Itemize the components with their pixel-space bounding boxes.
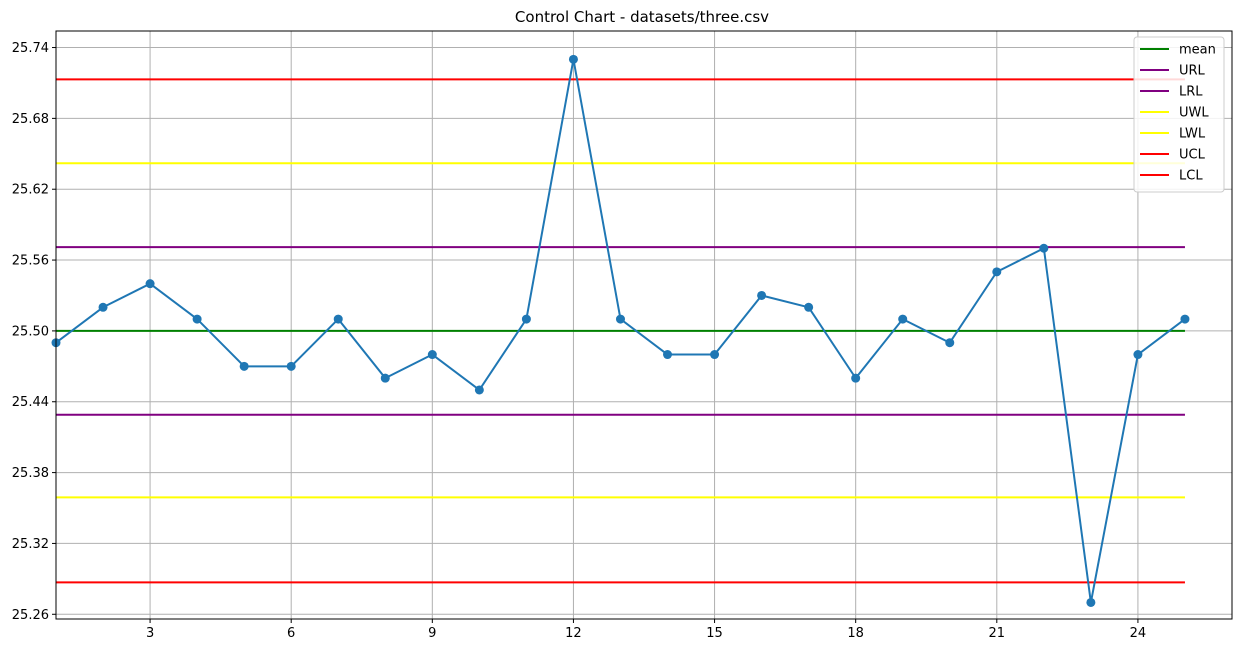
data-point	[898, 314, 908, 324]
y-tick-label: 25.74	[12, 41, 49, 56]
y-tick-label: 25.26	[12, 608, 49, 623]
legend-label-lwl: LWL	[1179, 127, 1206, 142]
data-series	[51, 54, 1190, 607]
data-point	[1039, 243, 1049, 253]
x-tick-label: 24	[1130, 626, 1147, 641]
x-tick-label: 21	[989, 626, 1006, 641]
reference-lines	[56, 78, 1185, 584]
data-point	[757, 290, 767, 300]
data-point	[851, 373, 861, 383]
data-point	[945, 338, 955, 348]
legend-label-url: URL	[1179, 64, 1206, 79]
y-tick-label: 25.62	[12, 183, 49, 198]
chart-title: Control Chart - datasets/three.csv	[515, 8, 769, 26]
data-point	[98, 302, 108, 312]
x-axis-ticks: 3 6 9 12 15 18 21 24	[146, 619, 1146, 641]
data-point	[992, 267, 1002, 277]
data-point	[333, 314, 343, 324]
y-tick-label: 25.68	[12, 112, 49, 127]
data-point	[145, 279, 155, 289]
data-point	[192, 314, 202, 324]
legend-label-mean: mean	[1179, 43, 1216, 58]
legend-label-ucl: UCL	[1179, 148, 1206, 163]
legend: mean URL LRL UWL LWL UCL LCL	[1133, 36, 1225, 193]
x-tick-label: 3	[146, 626, 154, 641]
data-point	[521, 314, 531, 324]
grid	[56, 31, 1232, 619]
data-point	[663, 350, 673, 360]
legend-label-lcl: LCL	[1179, 169, 1203, 184]
y-tick-label: 25.56	[12, 254, 49, 269]
data-point	[710, 350, 720, 360]
x-tick-label: 6	[287, 626, 295, 641]
data-point	[380, 373, 390, 383]
data-point	[615, 314, 625, 324]
data-point	[239, 361, 249, 371]
y-tick-label: 25.38	[12, 466, 49, 481]
x-tick-label: 9	[428, 626, 436, 641]
data-point	[1133, 350, 1143, 360]
x-tick-label: 15	[706, 626, 723, 641]
plot-area-frame	[55, 30, 1233, 620]
data-point	[1086, 597, 1096, 607]
y-tick-label: 25.44	[12, 395, 49, 410]
y-tick-label: 25.32	[12, 537, 49, 552]
data-point	[286, 361, 296, 371]
legend-label-lrl: LRL	[1179, 85, 1203, 100]
y-axis-ticks: 25.26 25.32 25.38 25.44 25.50 25.56 25.62 25.68…	[12, 41, 56, 623]
data-point	[1180, 314, 1190, 324]
data-point	[474, 385, 484, 395]
legend-label-uwl: UWL	[1179, 106, 1209, 121]
x-tick-label: 18	[847, 626, 864, 641]
y-tick-label: 25.50	[12, 324, 49, 339]
data-point	[804, 302, 814, 312]
data-point	[427, 350, 437, 360]
x-tick-label: 12	[565, 626, 582, 641]
data-point	[568, 54, 578, 64]
